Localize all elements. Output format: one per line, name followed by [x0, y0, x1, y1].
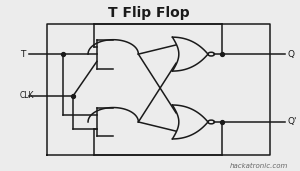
Text: T: T — [20, 50, 25, 59]
Text: Q: Q — [288, 50, 295, 59]
Text: hackatronic.com: hackatronic.com — [230, 163, 288, 169]
Text: T Flip Flop: T Flip Flop — [108, 6, 190, 20]
Text: Q': Q' — [288, 117, 297, 127]
Text: CLK: CLK — [20, 91, 34, 100]
